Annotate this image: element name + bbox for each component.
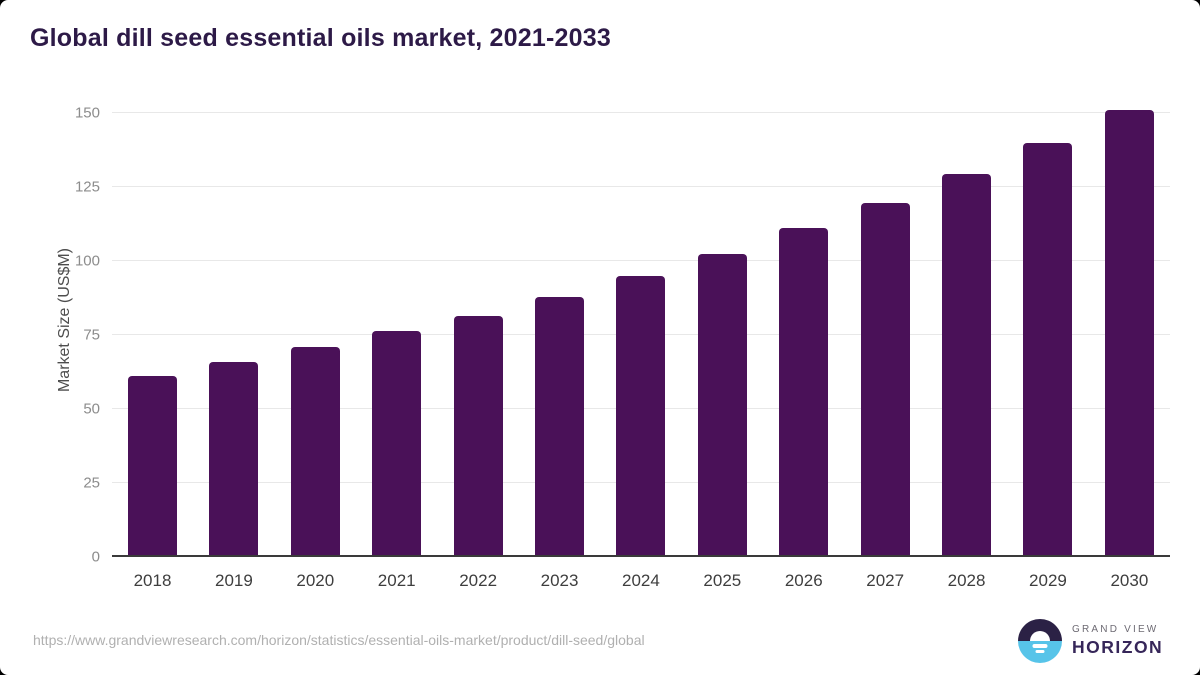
x-tick-2020: 2020 (296, 571, 335, 590)
gridline-150 (112, 112, 1170, 113)
chart-title: Global dill seed essential oils market, … (30, 24, 611, 52)
logo-sun-shape (1030, 631, 1050, 641)
bar-2025 (697, 253, 747, 557)
x-tick-2030: 2030 (1110, 571, 1149, 590)
bar-2026 (779, 228, 829, 557)
bars (112, 110, 1170, 557)
y-tick-75: 75 (83, 326, 100, 344)
plot-area (112, 110, 1170, 557)
brand-name-top: GRAND VIEW (1072, 624, 1159, 635)
bar-2023 (535, 296, 585, 557)
bar-2030 (1104, 110, 1154, 557)
bar-2022 (453, 315, 503, 557)
y-tick-100: 100 (74, 252, 100, 270)
y-tick-125: 125 (74, 178, 100, 196)
x-tick-labels: 2018 2019 2020 2021 2022 2023 2024 2025 2026 2027… (112, 571, 1170, 591)
x-tick-2028: 2028 (947, 571, 986, 590)
source-url: https://www.grandviewresearch.com/horizo… (33, 632, 645, 648)
y-tick-150: 150 (74, 104, 100, 122)
bar-2028 (942, 173, 992, 557)
x-tick-2026: 2026 (784, 571, 823, 590)
logo-ripple-line (1032, 644, 1048, 648)
x-tick-2024: 2024 (622, 571, 660, 590)
logo-sky-half (1018, 619, 1062, 641)
x-tick-2027: 2027 (866, 571, 905, 590)
x-tick-2022: 2022 (459, 571, 498, 590)
x-tick-2021: 2021 (377, 571, 416, 590)
x-tick-2019: 2019 (214, 571, 253, 590)
bar-2021 (372, 330, 422, 557)
bar-2020 (290, 346, 340, 557)
bar-2029 (1023, 142, 1073, 557)
bar-2024 (616, 275, 666, 557)
y-tick-0: 0 (91, 548, 100, 566)
logo-ripple-line (1035, 650, 1045, 653)
x-tick-2018: 2018 (133, 571, 172, 590)
gridline-125 (112, 186, 1170, 187)
brand-name-bottom: HORIZON (1072, 637, 1164, 657)
bar-2019 (209, 361, 259, 557)
y-tick-labels: 0 25 50 75 100 125 150 (30, 105, 100, 566)
gridline-100 (112, 260, 1170, 261)
x-axis-line (112, 555, 1170, 557)
bar-2018 (128, 376, 177, 557)
x-tick-2023: 2023 (540, 571, 579, 590)
x-tick-2025: 2025 (703, 571, 742, 590)
horizon-sunrise-icon (1018, 619, 1062, 663)
grand-view-horizon-logo: GRAND VIEW HORIZON (1018, 619, 1163, 663)
x-tick-2029: 2029 (1029, 571, 1067, 590)
bar-2027 (860, 203, 910, 557)
y-tick-25: 25 (83, 474, 100, 492)
y-tick-50: 50 (83, 400, 100, 418)
logo-text: GRAND VIEW HORIZON (1072, 624, 1163, 658)
